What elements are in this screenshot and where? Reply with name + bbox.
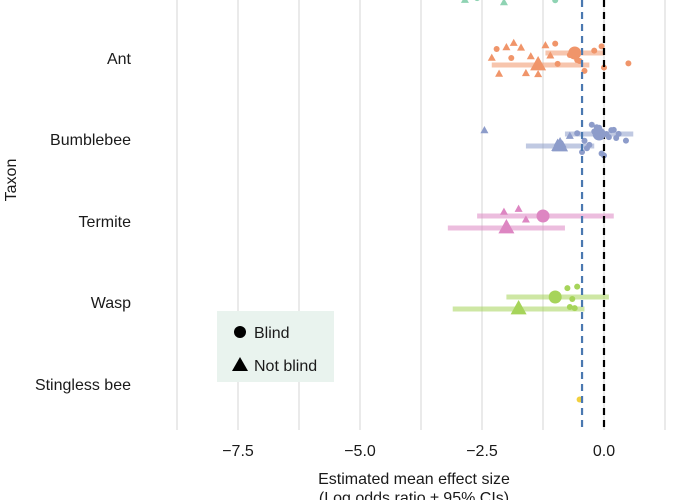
raw-point-ant (601, 64, 607, 71)
raw-point-top (499, 0, 508, 6)
legend-blind-marker (234, 326, 246, 338)
raw-point-ant (521, 68, 530, 77)
y-axis-title: Taxon (3, 159, 20, 202)
raw-point-termite (514, 204, 523, 212)
estimate-bumblebee-blind (592, 127, 606, 141)
y-tick-label-wasp: Wasp (91, 295, 131, 312)
raw-point-termite (521, 215, 530, 223)
raw-point-ant (487, 53, 496, 61)
raw-point-ant (517, 43, 526, 51)
x-axis-title: Estimated mean effect size (318, 471, 510, 488)
raw-point-ant (598, 43, 605, 50)
legend-not-blind-label: Not blind (254, 358, 317, 375)
raw-point-bumblebee (480, 126, 489, 134)
raw-point-ant (509, 38, 518, 46)
x-tick-label: −2.5 (466, 443, 498, 460)
raw-point-bumblebee (583, 145, 590, 152)
raw-point-top (552, 0, 559, 4)
raw-point-bumblebee (613, 135, 620, 142)
raw-point-bumblebee (588, 121, 595, 128)
raw-point-wasp (564, 285, 571, 292)
raw-point-bumblebee (622, 137, 629, 144)
raw-point-wasp (566, 303, 573, 310)
gridlines (176, 0, 666, 430)
raw-point-wasp (569, 296, 576, 303)
raw-point-bumblebee (565, 131, 574, 139)
legend-blind-label: Blind (254, 325, 290, 342)
y-tick-label-termite: Termite (79, 214, 132, 231)
raw-point-ant (526, 52, 535, 60)
raw-point-bumblebee (608, 127, 615, 134)
y-tick-label-bumblebee: Bumblebee (50, 132, 131, 149)
raw-point-ant (554, 60, 561, 67)
raw-point-top (474, 0, 480, 2)
estimate-ant-not-blind (530, 56, 547, 71)
raw-point-ant (502, 42, 511, 51)
x-tick-label: −5.0 (344, 443, 376, 460)
raw-point-ant (493, 45, 500, 52)
estimate-bumblebee-not-blind (552, 137, 569, 152)
raw-point-wasp (571, 305, 578, 312)
y-tick-label-ant: Ant (107, 51, 132, 68)
raw-point-top (460, 0, 469, 3)
raw-point-ant (495, 69, 504, 77)
x-tick-label: 0.0 (593, 443, 615, 460)
estimate-ant-blind (568, 46, 582, 60)
raw-point-wasp (574, 283, 581, 290)
x-tick-label: −7.5 (222, 443, 254, 460)
raw-point-ant (534, 69, 543, 78)
legend: Blind Not blind (217, 311, 334, 382)
raw-point-ant (508, 54, 515, 61)
raw-point-ant (552, 40, 559, 47)
raw-point-bumblebee (581, 137, 588, 144)
x-tick-labels: −7.5 −5.0 −2.5 0.0 (222, 443, 615, 460)
raw-point-ant (625, 60, 632, 67)
raw-point-ant (541, 41, 550, 49)
mean-estimates (498, 46, 606, 315)
raw-points (460, 0, 632, 403)
estimate-termite-blind (536, 209, 550, 223)
y-tick-label-stingless-bee: Stingless bee (35, 377, 131, 394)
estimate-wasp-not-blind (510, 300, 527, 315)
raw-point-termite (499, 207, 508, 215)
raw-point-bumblebee (579, 149, 586, 156)
legend-not-blind-marker (232, 357, 248, 371)
raw-point-ant (591, 47, 598, 54)
estimate-termite-not-blind (498, 219, 515, 234)
raw-point-ant (546, 51, 555, 59)
x-axis-title-line2: (Log odds ratio ± 95% CIs) (319, 490, 509, 500)
estimate-wasp-blind (548, 290, 562, 304)
raw-point-bumblebee (574, 130, 581, 137)
raw-point-bumblebee (598, 150, 605, 157)
y-tick-labels: Ant Bumblebee Termite Wasp Stingless bee (35, 51, 132, 394)
